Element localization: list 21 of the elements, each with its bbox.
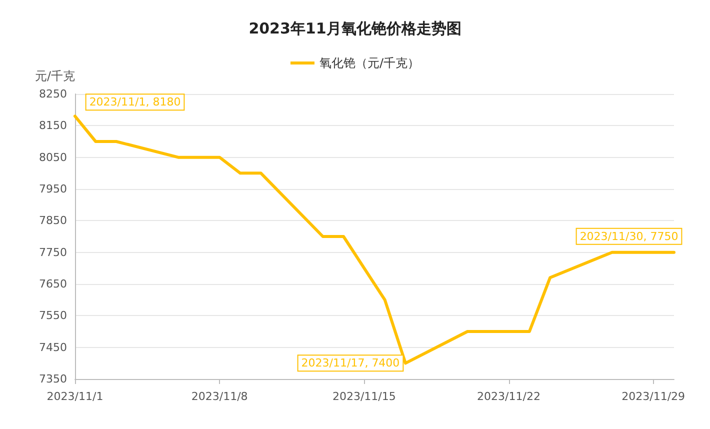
legend-label: 氧化铯（元/千克） — [319, 56, 420, 70]
y-tick-label: 7350 — [39, 372, 67, 386]
y-tick-label: 7950 — [39, 182, 67, 196]
chart-title: 2023年11月氧化铯价格走势图 — [248, 20, 462, 38]
x-tick-label: 2023/11/22 — [477, 390, 540, 403]
y-tick-label: 7450 — [39, 340, 67, 354]
y-axis-title: 元/千克 — [34, 69, 75, 83]
y-tick-label: 8250 — [39, 88, 67, 100]
y-tick-label: 7650 — [39, 278, 67, 290]
annotation: 2023/11/1, 8180 — [89, 96, 181, 109]
x-tick-label: 2023/11/29 — [622, 390, 686, 403]
y-tick-label: 8150 — [39, 119, 67, 132]
y-tick-label: 7750 — [39, 246, 67, 259]
x-tick-label: 2023/11/8 — [191, 390, 248, 403]
y-tick-label: 7550 — [39, 309, 67, 322]
y-tick-label: 7850 — [39, 214, 67, 228]
x-tick-label: 2023/11/15 — [332, 390, 396, 403]
y-tick-label: 8050 — [39, 150, 67, 164]
annotation: 2023/11/30, 7750 — [580, 230, 678, 243]
x-tick-label: 2023/11/1 — [46, 390, 104, 403]
annotation: 2023/11/17, 7400 — [301, 356, 400, 370]
